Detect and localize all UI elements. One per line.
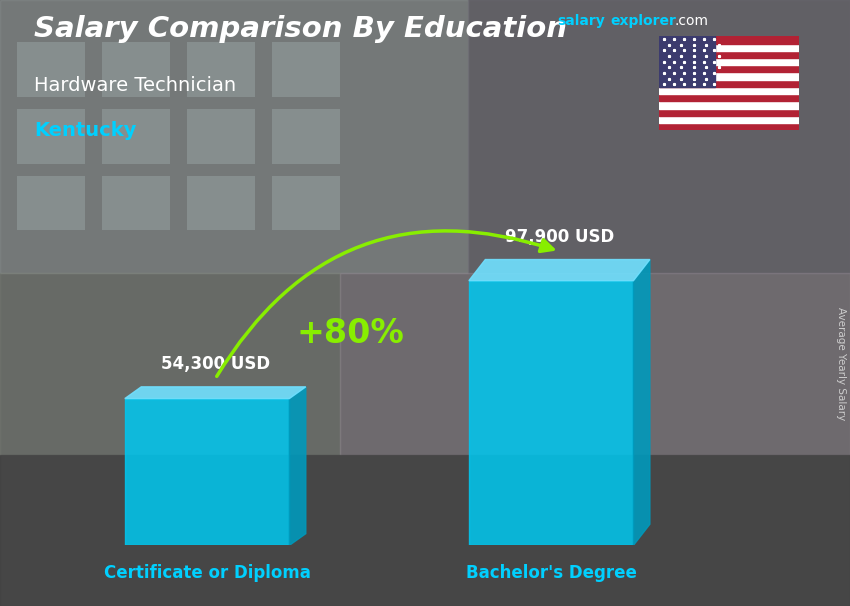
Bar (17, 109, 85, 164)
Polygon shape (469, 259, 650, 281)
Bar (0, 0, 468, 273)
Bar (187, 176, 255, 230)
Polygon shape (125, 387, 306, 399)
Bar (659, 108, 799, 116)
Bar (659, 101, 799, 108)
Polygon shape (469, 281, 633, 545)
Bar (187, 42, 255, 97)
Bar (659, 51, 799, 58)
Text: Average Yearly Salary: Average Yearly Salary (836, 307, 846, 420)
Bar (659, 65, 799, 73)
Text: .com: .com (674, 14, 708, 28)
Bar (659, 58, 799, 65)
Bar (659, 44, 799, 51)
Bar (17, 42, 85, 97)
Bar (187, 109, 255, 164)
Text: Kentucky: Kentucky (34, 121, 136, 140)
Text: 97,900 USD: 97,900 USD (505, 228, 614, 246)
Bar (659, 36, 715, 87)
Polygon shape (289, 387, 306, 545)
Bar (0, 273, 340, 454)
Bar (0, 454, 850, 606)
Text: 54,300 USD: 54,300 USD (161, 355, 269, 373)
Bar (659, 123, 799, 130)
Bar (102, 176, 170, 230)
Text: Bachelor's Degree: Bachelor's Degree (466, 564, 637, 582)
Bar (272, 176, 340, 230)
Bar (659, 73, 799, 80)
Bar (659, 116, 799, 123)
Text: Certificate or Diploma: Certificate or Diploma (104, 564, 310, 582)
Polygon shape (633, 259, 650, 545)
Bar (102, 42, 170, 97)
Text: +80%: +80% (296, 317, 404, 350)
Bar (659, 94, 799, 101)
Bar (659, 87, 799, 94)
Bar (468, 0, 850, 273)
Bar (659, 80, 799, 87)
Polygon shape (125, 399, 289, 545)
Text: salary: salary (557, 14, 604, 28)
Bar (659, 36, 799, 44)
Text: explorer: explorer (610, 14, 676, 28)
Bar (102, 109, 170, 164)
Bar (272, 42, 340, 97)
Bar (17, 176, 85, 230)
Bar (340, 273, 850, 454)
Text: Hardware Technician: Hardware Technician (34, 76, 236, 95)
Bar (272, 109, 340, 164)
Text: Salary Comparison By Education: Salary Comparison By Education (34, 15, 567, 43)
